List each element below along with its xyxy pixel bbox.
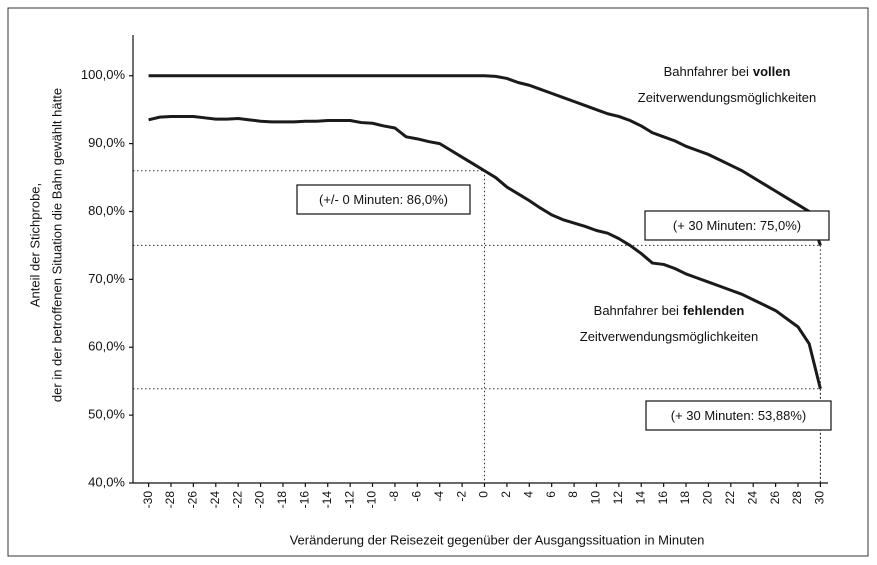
- x-tick-label: 0: [477, 491, 491, 498]
- x-tick-label: -28: [163, 491, 177, 509]
- y-axis-label: der in der betroffenen Situation die Bah…: [49, 88, 64, 402]
- series-label: Zeitverwendungsmöglichkeiten: [638, 90, 816, 105]
- series-label: Bahnfahrer bei vollen: [664, 64, 791, 79]
- series-label: Bahnfahrer bei fehlenden: [594, 303, 745, 318]
- x-tick-label: 16: [656, 491, 670, 505]
- x-tick-label: 18: [678, 491, 692, 505]
- x-tick-label: 12: [611, 491, 625, 505]
- x-tick-label: -4: [432, 491, 446, 502]
- y-tick-label: 90,0%: [88, 135, 125, 150]
- annotation: (+ 30 Minuten: 53,88%): [671, 408, 807, 423]
- x-axis-label: Veränderung der Reisezeit gegenüber der …: [290, 532, 705, 547]
- x-tick-label: -6: [409, 491, 423, 502]
- series-label-part: fehlenden: [683, 303, 744, 318]
- annotation-box: [296, 184, 471, 215]
- x-tick-label: 2: [499, 491, 513, 498]
- x-tick-label: -20: [253, 491, 267, 509]
- x-tick-label: -24: [208, 491, 222, 509]
- x-tick-label: 28: [790, 491, 804, 505]
- x-tick-label: 24: [745, 491, 759, 505]
- y-tick-label: 70,0%: [88, 271, 125, 286]
- x-tick-label: -12: [342, 491, 356, 509]
- frame: [7, 7, 869, 557]
- annotation-box: [644, 210, 830, 241]
- data-line: [148, 74, 822, 246]
- series-label-part: Bahnfahrer bei: [594, 303, 679, 318]
- annotation: (+ 30 Minuten: 75,0%): [673, 218, 801, 233]
- series-label-part: Zeitverwendungsmöglichkeiten: [638, 90, 816, 105]
- y-tick-label: 100,0%: [81, 67, 126, 82]
- x-tick-label: 10: [589, 491, 603, 505]
- data-line: [148, 114, 822, 390]
- series-label-part: vollen: [753, 64, 791, 79]
- x-tick-label: -18: [275, 491, 289, 509]
- x-tick-label: 20: [701, 491, 715, 505]
- y-tick-label: 40,0%: [88, 474, 125, 489]
- x-tick-label: 14: [633, 491, 647, 505]
- x-tick-label: 4: [521, 491, 535, 498]
- y-axis-label: Anteil der Stichprobe,: [27, 183, 42, 307]
- x-tick-label: -26: [186, 491, 200, 509]
- series-label: Zeitverwendungsmöglichkeiten: [580, 329, 758, 344]
- x-tick-label: -30: [141, 491, 155, 509]
- x-tick-label: 8: [566, 491, 580, 498]
- x-tick-label: -14: [320, 491, 334, 509]
- x-tick-label: 22: [723, 491, 737, 505]
- annotation: (+/- 0 Minuten: 86,0%): [319, 192, 448, 207]
- y-tick-label: 50,0%: [88, 407, 125, 422]
- series-label-part: Bahnfahrer bei: [664, 64, 749, 79]
- x-tick-label: -2: [454, 491, 468, 502]
- x-tick-label: 26: [768, 491, 782, 505]
- x-tick-label: 30: [813, 491, 827, 505]
- x-tick-label: -10: [365, 491, 379, 509]
- y-tick-label: 80,0%: [88, 203, 125, 218]
- annotation-box: [645, 400, 832, 431]
- x-tick-label: -16: [298, 491, 312, 509]
- x-tick-label: 6: [544, 491, 558, 498]
- series-label-part: Zeitverwendungsmöglichkeiten: [580, 329, 758, 344]
- x-tick-label: -22: [230, 491, 244, 509]
- y-tick-label: 60,0%: [88, 339, 125, 354]
- x-tick-label: -8: [387, 491, 401, 502]
